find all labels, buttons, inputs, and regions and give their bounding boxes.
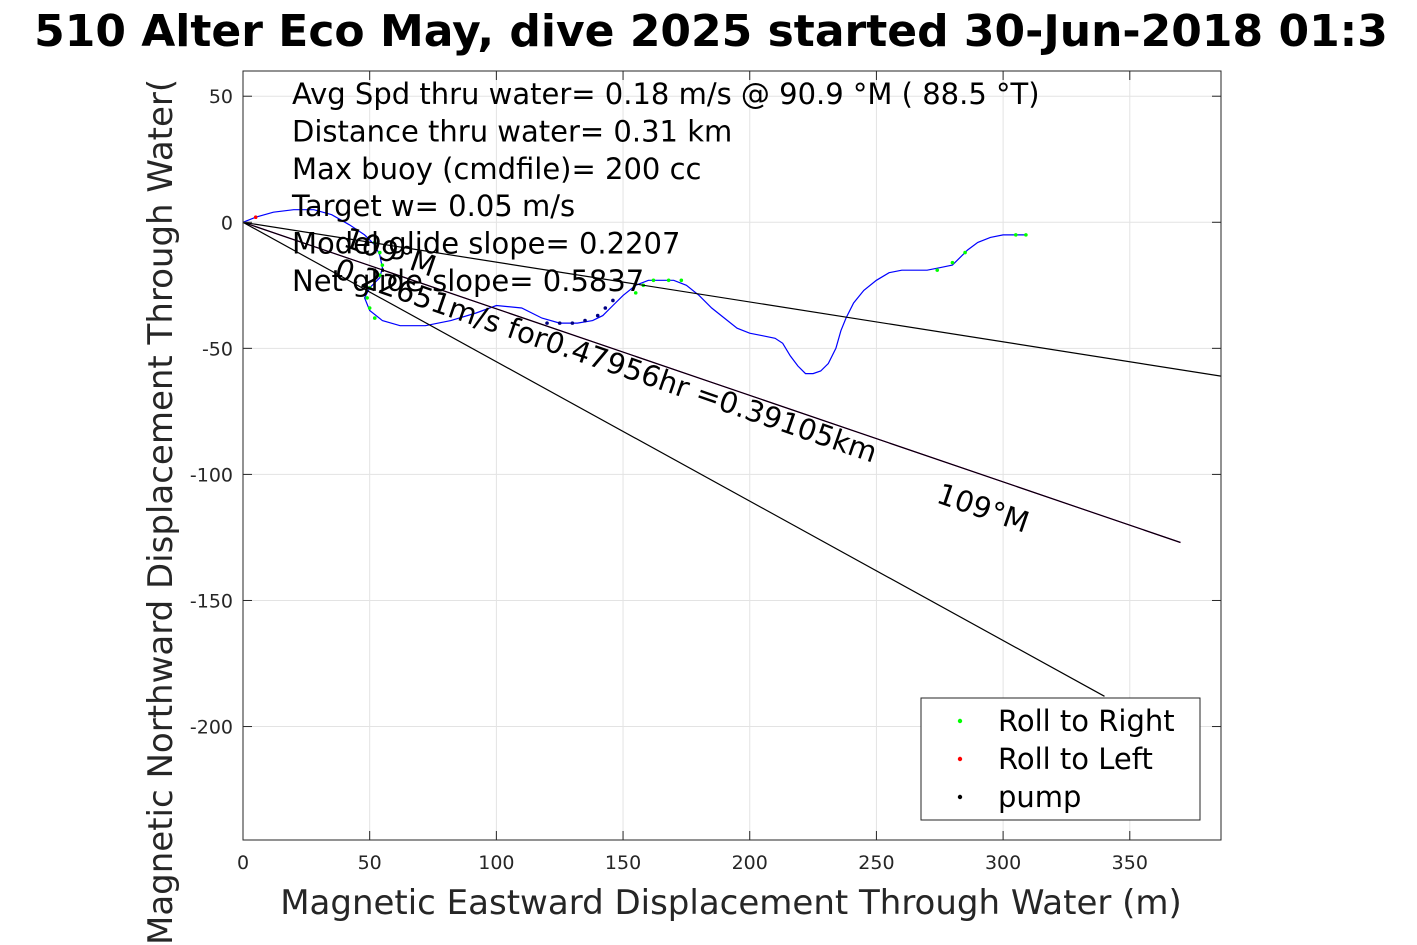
series-point-1 bbox=[365, 296, 369, 300]
series-point-3 bbox=[603, 306, 608, 310]
legend-marker bbox=[957, 794, 963, 800]
series-point-1 bbox=[666, 278, 671, 283]
annotation-line: Max buoy (cmdfile)= 200 cc bbox=[292, 152, 701, 186]
x-tick-label: 350 bbox=[1112, 852, 1148, 874]
series-line-6 bbox=[243, 221, 1221, 377]
annotation-line: Distance thru water= 0.31 km bbox=[292, 114, 732, 148]
plot-frame bbox=[242, 70, 1222, 841]
x-tick-label: 100 bbox=[478, 852, 514, 874]
series-point-3 bbox=[611, 298, 615, 303]
y-tick-label: 0 bbox=[221, 212, 233, 234]
series-point-1 bbox=[380, 263, 385, 267]
x-tick-label: 150 bbox=[605, 852, 641, 874]
legend-marker bbox=[957, 756, 963, 762]
plot-series bbox=[243, 209, 1221, 697]
series-point-2 bbox=[253, 215, 258, 220]
series-point-1 bbox=[1013, 233, 1018, 237]
series-point-3 bbox=[595, 313, 600, 318]
legend-label: Roll to Left bbox=[998, 742, 1153, 776]
series-point-3 bbox=[545, 321, 549, 325]
y-tick-label: -50 bbox=[202, 338, 233, 360]
annotations: Avg Spd thru water= 0.18 m/s @ 90.9 °M (… bbox=[291, 77, 1040, 540]
series-point-1 bbox=[367, 286, 372, 290]
x-axis-label: Magnetic Eastward Displacement Through W… bbox=[280, 883, 1182, 923]
annotation-line: Target w= 0.05 m/s bbox=[291, 189, 575, 223]
legend-label: Roll to Right bbox=[998, 704, 1175, 738]
series-point-1 bbox=[935, 268, 940, 272]
axes: 0 50 100 150 200 250 300 350 50 0 -50 -100 -150 -200 bbox=[190, 70, 1222, 874]
y-tick-label: 50 bbox=[209, 86, 233, 108]
series-point-1 bbox=[633, 291, 638, 295]
x-tick-label: 300 bbox=[985, 852, 1021, 874]
y-axis-label: Magnetic Northward Displacement Through … bbox=[141, 79, 181, 945]
x-tick-label: 50 bbox=[358, 852, 382, 874]
series-point-1 bbox=[1024, 233, 1028, 237]
series-point-1 bbox=[950, 260, 955, 265]
series-point-1 bbox=[367, 306, 372, 310]
series-point-3 bbox=[583, 318, 587, 323]
series-point-3 bbox=[557, 321, 562, 325]
annotation-line: Net glide slope= 0.5837 bbox=[292, 264, 644, 298]
series-point-1 bbox=[651, 278, 656, 283]
y-tick-label: -100 bbox=[190, 464, 233, 486]
legend: Roll to Right Roll to Left pump bbox=[920, 697, 1201, 821]
x-tick-label: 250 bbox=[858, 852, 894, 874]
chart-title: 510 Alter Eco May, dive 2025 started 30-… bbox=[34, 6, 1388, 57]
series-point-3 bbox=[570, 321, 575, 325]
series-line-7 bbox=[243, 221, 1105, 697]
series-point-1 bbox=[372, 316, 377, 320]
legend-marker bbox=[957, 718, 963, 724]
annotation-line: Model glide slope= 0.2207 bbox=[292, 227, 680, 261]
annotation-line: Avg Spd thru water= 0.18 m/s @ 90.9 °M (… bbox=[292, 77, 1040, 111]
heading-label: 109°M bbox=[933, 476, 1034, 539]
x-tick-label: 200 bbox=[732, 852, 768, 874]
series-line-0 bbox=[243, 209, 1026, 375]
series-point-1 bbox=[378, 273, 382, 278]
legend-label: pump bbox=[998, 780, 1081, 814]
series-point-1 bbox=[963, 250, 967, 255]
x-tick-label: 0 bbox=[237, 852, 249, 874]
series-point-1 bbox=[378, 250, 382, 255]
labels: 510 Alter Eco May, dive 2025 started 30-… bbox=[34, 6, 1388, 945]
series-point-1 bbox=[679, 278, 684, 283]
legend-box bbox=[920, 697, 1201, 821]
y-tick-label: -150 bbox=[190, 590, 233, 612]
series-line-5 bbox=[243, 221, 1181, 544]
y-tick-label: -200 bbox=[190, 717, 233, 739]
